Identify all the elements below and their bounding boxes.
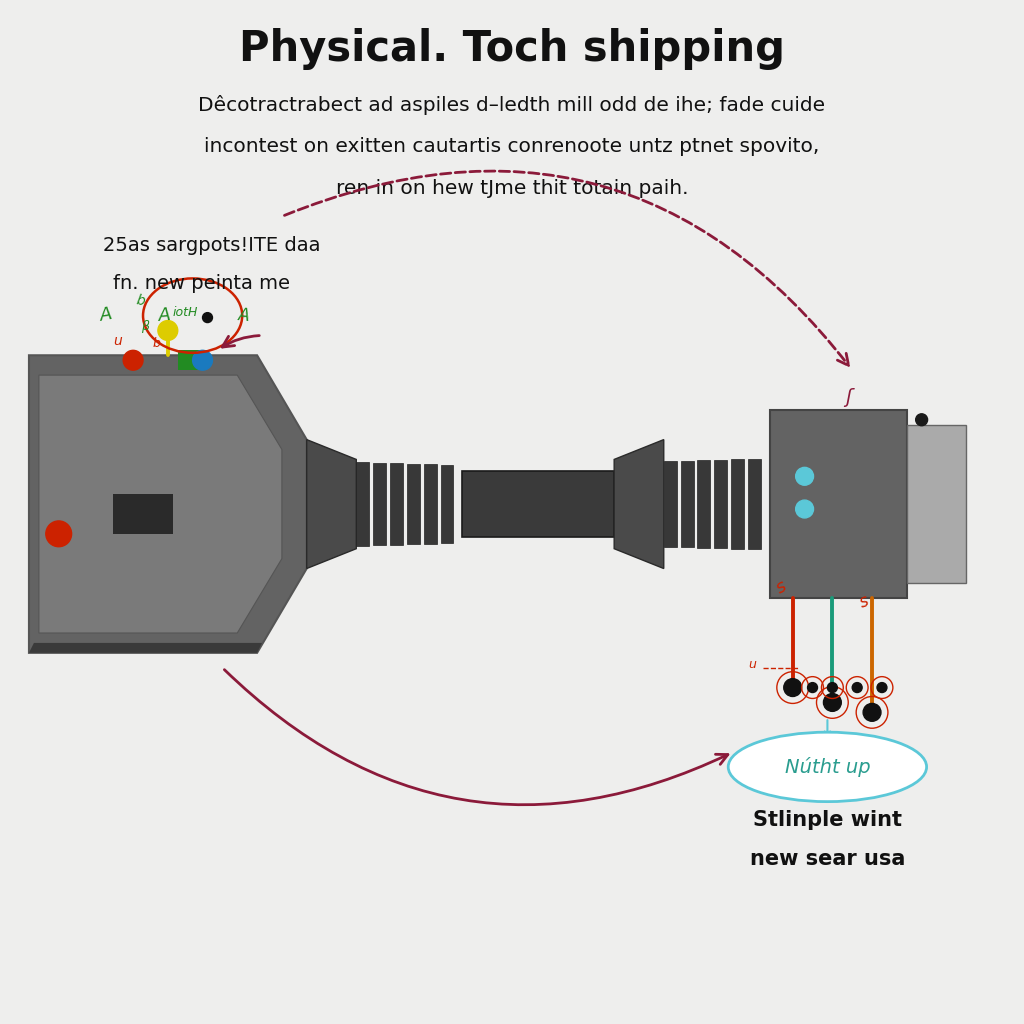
Text: s: s	[773, 578, 790, 597]
Polygon shape	[39, 375, 282, 633]
Circle shape	[915, 414, 928, 426]
Text: ʃ: ʃ	[845, 388, 852, 407]
Text: A: A	[98, 305, 114, 325]
Polygon shape	[697, 461, 711, 548]
Text: new sear usa: new sear usa	[750, 849, 905, 869]
Polygon shape	[770, 410, 907, 598]
FancyArrowPatch shape	[224, 670, 728, 805]
Text: u: u	[114, 335, 122, 348]
Text: β: β	[141, 321, 150, 334]
Polygon shape	[440, 465, 454, 544]
Polygon shape	[373, 463, 386, 545]
Circle shape	[46, 521, 72, 547]
Polygon shape	[681, 461, 693, 547]
Polygon shape	[424, 465, 436, 544]
Polygon shape	[749, 459, 761, 549]
Circle shape	[796, 500, 813, 518]
Circle shape	[203, 312, 212, 323]
Text: fn. new peinta me: fn. new peinta me	[114, 274, 290, 293]
Text: incontest on exitten cautartis conrenoote untz ptnet spovito,: incontest on exitten cautartis conrenoot…	[205, 137, 819, 156]
Text: A: A	[238, 305, 250, 325]
Circle shape	[158, 321, 178, 340]
FancyArrowPatch shape	[285, 171, 849, 366]
Circle shape	[796, 467, 813, 485]
Circle shape	[823, 693, 842, 712]
Text: Stlinple wint: Stlinple wint	[753, 810, 902, 829]
Polygon shape	[664, 462, 677, 547]
Polygon shape	[407, 464, 420, 544]
Text: Physical. Toch shipping: Physical. Toch shipping	[239, 28, 785, 70]
Circle shape	[827, 683, 838, 692]
Polygon shape	[463, 471, 614, 537]
Circle shape	[783, 679, 802, 696]
Polygon shape	[907, 425, 967, 584]
Text: ren in on hew tJme thit totain paih.: ren in on hew tJme thit totain paih.	[336, 179, 688, 198]
Polygon shape	[356, 463, 370, 546]
Ellipse shape	[728, 732, 927, 802]
Polygon shape	[306, 439, 356, 568]
Text: 25as sargpots!ITE daa: 25as sargpots!ITE daa	[103, 237, 321, 255]
Polygon shape	[731, 460, 744, 549]
Text: Dêcotractrabect ad aspiles d–ledth mill odd de ihe; fade cuide: Dêcotractrabect ad aspiles d–ledth mill …	[199, 95, 825, 116]
Circle shape	[852, 683, 862, 692]
Circle shape	[863, 703, 881, 721]
Polygon shape	[390, 464, 402, 545]
Text: s: s	[857, 592, 871, 612]
Circle shape	[808, 683, 817, 692]
Text: iotH: iotH	[173, 305, 199, 318]
Polygon shape	[114, 495, 173, 534]
Polygon shape	[29, 643, 262, 653]
Text: Nútht up: Nútht up	[784, 757, 870, 777]
Text: b: b	[135, 294, 146, 308]
Polygon shape	[614, 439, 664, 568]
Polygon shape	[715, 460, 727, 548]
Circle shape	[877, 683, 887, 692]
Polygon shape	[29, 355, 306, 653]
Circle shape	[123, 350, 143, 370]
Bar	[178, 350, 208, 370]
Circle shape	[193, 350, 212, 370]
Text: u: u	[749, 657, 756, 671]
Text: b: b	[153, 337, 161, 350]
Text: A: A	[158, 305, 172, 325]
FancyArrowPatch shape	[222, 336, 259, 347]
